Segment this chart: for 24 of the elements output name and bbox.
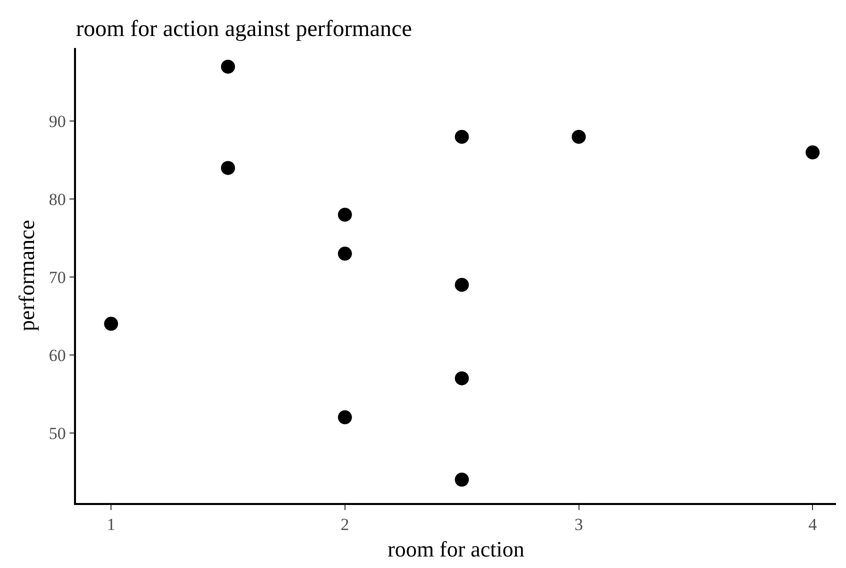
point [572,130,586,144]
chart-title: room for action against performance [76,16,412,41]
y-tick-label: 80 [48,190,66,210]
x-tick-label: 1 [106,515,116,534]
point [454,130,469,144]
x-tick-label: 3 [574,515,584,534]
x-tick-label: 2 [340,515,350,534]
y-tick-label: 50 [48,424,66,443]
y-axis-title: performance [14,220,40,332]
x-axis-title: room for action [388,536,524,562]
point [454,472,469,487]
point [221,160,235,175]
y-tick-label: 90 [48,112,66,132]
point [454,371,469,386]
point [806,145,820,160]
x-tick-label: 4 [808,515,818,534]
point [221,60,235,74]
point [338,208,352,222]
y-tick-label: 60 [48,346,66,365]
point [338,410,352,424]
y-tick-label: 70 [48,268,66,288]
point [104,316,118,331]
point [338,246,352,261]
point [454,278,469,292]
